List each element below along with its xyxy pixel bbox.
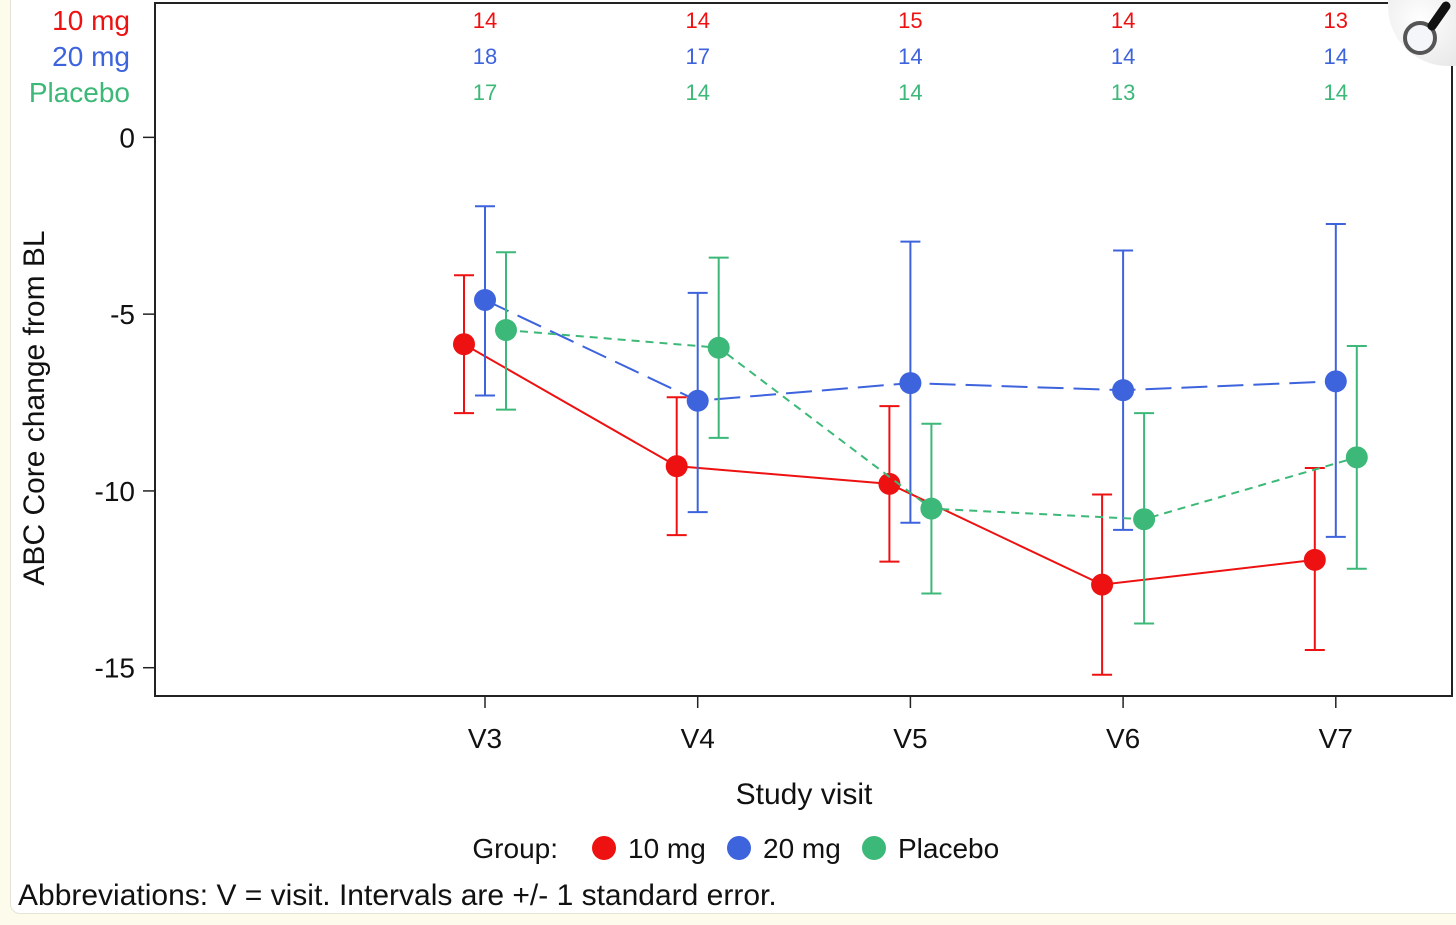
data-point <box>1345 446 1368 469</box>
n-count: 14 <box>898 80 922 105</box>
n-count: 17 <box>685 44 709 69</box>
y-tick-label: -10 <box>95 476 135 507</box>
x-tick-label: V5 <box>893 723 927 754</box>
data-point <box>1112 379 1135 402</box>
n-count: 18 <box>473 44 497 69</box>
data-point <box>1303 548 1326 571</box>
data-point <box>878 472 901 495</box>
magnifier-icon <box>1403 1 1451 55</box>
n-count: 13 <box>1111 80 1135 105</box>
data-point <box>1133 508 1156 531</box>
data-point <box>1091 573 1114 596</box>
n-count: 14 <box>1111 44 1135 69</box>
n-count: 14 <box>685 80 709 105</box>
y-tick-label: -15 <box>95 653 135 684</box>
n-row-label: 20 mg <box>52 41 130 72</box>
data-point <box>1324 370 1347 393</box>
y-tick-label: 0 <box>119 122 135 153</box>
data-point <box>495 319 517 342</box>
plot-frame <box>154 2 1453 697</box>
data-point <box>899 372 922 395</box>
n-row-label: 10 mg <box>52 5 130 36</box>
n-count: 14 <box>1111 8 1135 33</box>
legend-marker <box>727 836 751 860</box>
n-count: 14 <box>685 8 709 33</box>
n-count: 13 <box>1324 8 1348 33</box>
x-tick-label: V7 <box>1319 723 1353 754</box>
x-tick-label: V3 <box>468 723 502 754</box>
data-point <box>665 455 688 478</box>
legend-marker <box>592 836 616 860</box>
legend-label: 10 mg <box>628 833 706 864</box>
x-tick-label: V4 <box>681 723 715 754</box>
data-point <box>707 336 730 359</box>
n-count: 14 <box>473 8 497 33</box>
legend-label: Placebo <box>898 833 999 864</box>
footnote: Abbreviations: V = visit. Intervals are … <box>18 879 777 912</box>
n-row-label: Placebo <box>29 77 130 108</box>
n-count: 15 <box>898 8 922 33</box>
n-count: 14 <box>1324 44 1348 69</box>
x-axis-label: Study visit <box>736 778 873 811</box>
data-point <box>453 333 475 356</box>
data-point <box>686 389 709 412</box>
data-point <box>474 289 496 311</box>
chart-card <box>10 0 1456 914</box>
x-tick-label: V6 <box>1106 723 1140 754</box>
zoom-button[interactable] <box>1388 0 1456 66</box>
y-axis-label: ABC Core change from BL <box>18 230 51 585</box>
n-count: 14 <box>1324 80 1348 105</box>
n-count: 14 <box>898 44 922 69</box>
y-tick-label: -5 <box>110 299 135 330</box>
legend-marker <box>862 836 886 860</box>
n-count: 17 <box>473 80 497 105</box>
legend-label: 20 mg <box>763 833 841 864</box>
legend-title: Group: <box>472 833 558 864</box>
data-point <box>920 497 943 520</box>
